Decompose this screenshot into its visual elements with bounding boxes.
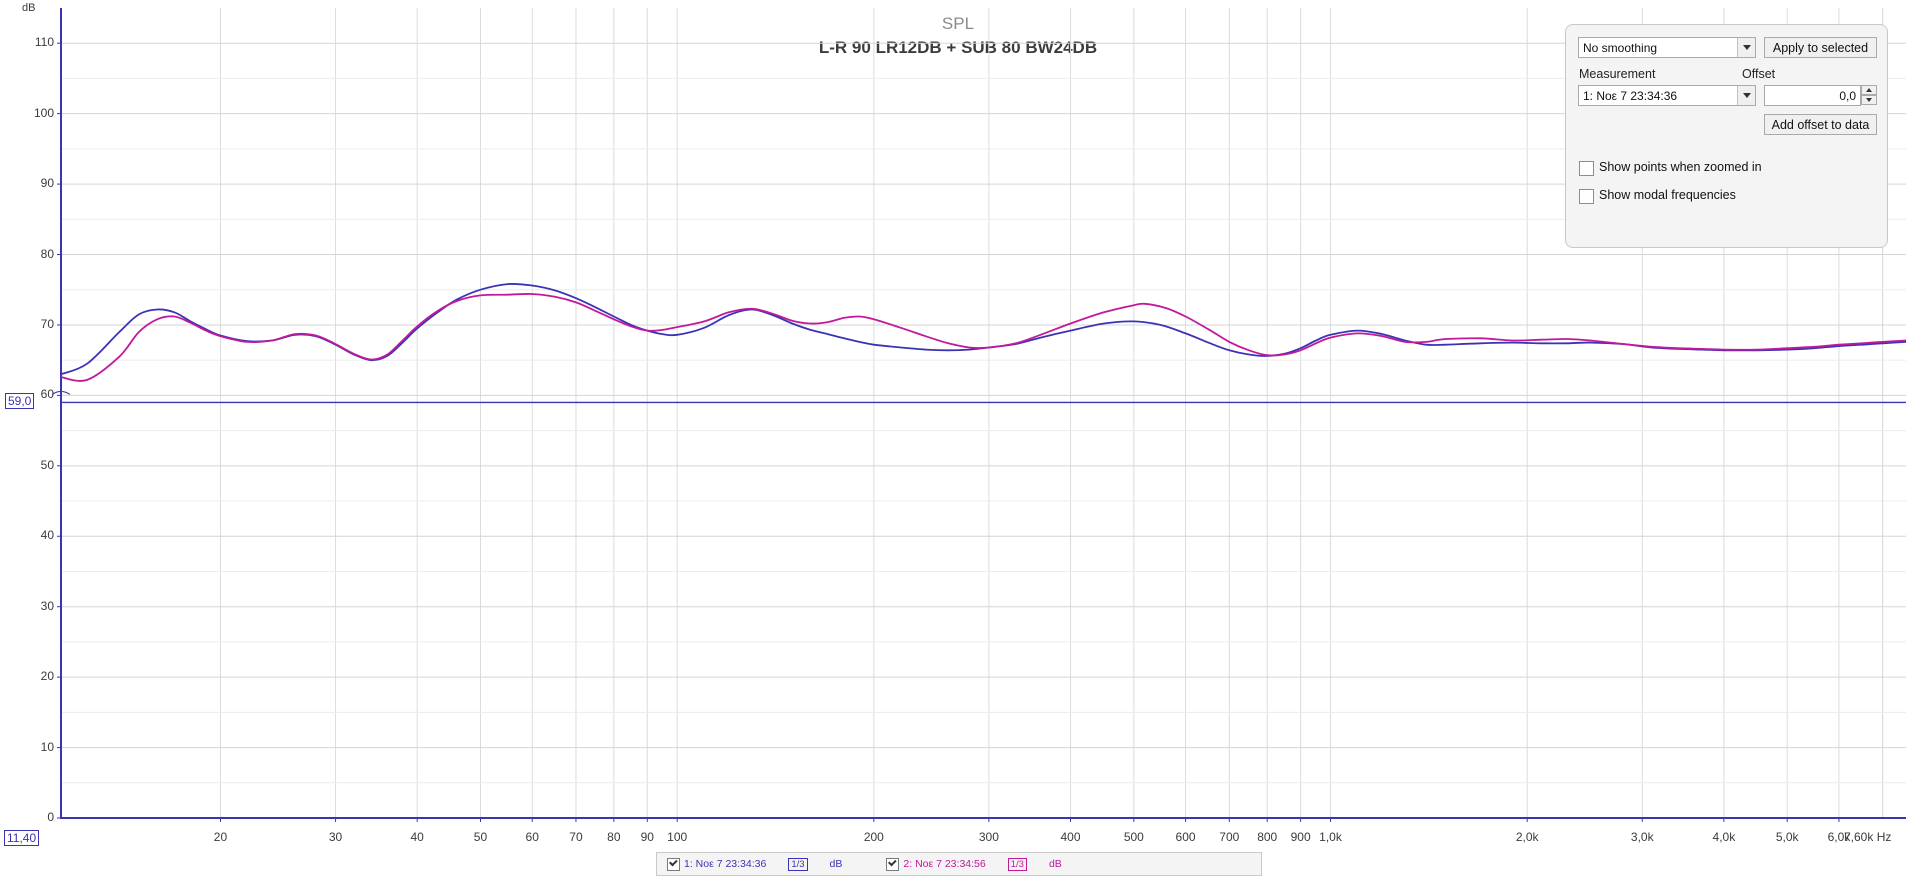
- x-axis-end-label: 7,60k Hz: [1844, 830, 1892, 844]
- x-tick-label: 30: [328, 830, 343, 844]
- stepper-up[interactable]: [1861, 85, 1877, 95]
- chevron-down-icon[interactable]: [1737, 86, 1755, 105]
- add-offset-to-data-button[interactable]: Add offset to data: [1764, 114, 1877, 135]
- y-tick-label: 100: [33, 105, 54, 120]
- x-cursor-value-box[interactable]: 11,40: [4, 830, 40, 846]
- legend-bar: 1: Νοε 7 23:34:36 1/3 dB 2: Νοε 7 23:34:56 1…: [656, 852, 1262, 876]
- y-axis-unit: dB: [22, 2, 36, 14]
- x-tick-label: 6,0k: [1827, 830, 1851, 844]
- x-tick-label: 80: [607, 830, 621, 844]
- x-tick-label: 90: [640, 830, 654, 844]
- x-tick-label: 100: [667, 830, 688, 844]
- legend-item[interactable]: 2: Νοε 7 23:34:56 1/3 dB: [886, 853, 1062, 875]
- x-tick-label: 50: [473, 830, 488, 844]
- chart-title: SPL: [941, 14, 975, 33]
- smoothing-value: No smoothing: [1583, 40, 1658, 55]
- legend-checkbox[interactable]: [886, 857, 900, 871]
- y-tick-label: 70: [40, 316, 54, 331]
- legend-unit: dB: [829, 858, 843, 870]
- x-tick-label: 900: [1290, 830, 1311, 844]
- y-tick-label: 90: [40, 176, 54, 191]
- show-modal-frequencies-label: Show modal frequencies: [1599, 188, 1736, 202]
- x-tick-label: 400: [1060, 830, 1081, 844]
- y-tick-label: 80: [40, 246, 54, 261]
- legend-label: 1: Νοε 7 23:34:36: [684, 858, 767, 870]
- offset-value: 0,0: [1839, 88, 1856, 103]
- y-tick-label: 110: [34, 35, 54, 50]
- x-tick-label: 600: [1175, 830, 1196, 844]
- measurement-value: 1: Νοε 7 23:34:36: [1583, 88, 1678, 103]
- y-tick-label: 20: [40, 669, 54, 684]
- show-points-checkbox[interactable]: [1579, 161, 1594, 176]
- legend-unit: dB: [1048, 858, 1062, 870]
- offset-stepper[interactable]: [1861, 85, 1877, 106]
- x-tick-label: 1,0k: [1319, 830, 1342, 844]
- legend-item[interactable]: 1: Νοε 7 23:34:36 1/3 dB: [667, 853, 842, 875]
- x-tick-label: 300: [978, 830, 999, 844]
- y-tick-label: 40: [40, 528, 54, 543]
- y-tick-label: 60: [40, 387, 54, 402]
- apply-to-selected-button[interactable]: Apply to selected: [1764, 37, 1877, 58]
- x-tick-label: 2,0k: [1515, 830, 1539, 844]
- x-tick-label: 40: [410, 830, 424, 844]
- legend-smoothing-badge[interactable]: 1/3: [788, 857, 808, 871]
- y-tick-label: 30: [40, 598, 54, 613]
- measurement-controls-panel: No smoothing Apply to selected Measureme…: [1565, 24, 1888, 248]
- show-points-label: Show points when zoomed in: [1599, 160, 1762, 174]
- series-line: [60, 282, 1907, 376]
- measurement-select[interactable]: 1: Νοε 7 23:34:36: [1578, 85, 1756, 106]
- x-tick-label: 500: [1123, 830, 1144, 844]
- measurement-label: Measurement: [1579, 67, 1656, 81]
- show-modal-frequencies-checkbox[interactable]: [1579, 189, 1594, 204]
- y-tick-label: 0: [47, 810, 54, 824]
- legend-smoothing-badge[interactable]: 1/3: [1007, 857, 1027, 871]
- x-tick-label: 200: [863, 830, 884, 844]
- x-tick-label: 70: [569, 830, 583, 844]
- y-tick-label: 50: [40, 457, 54, 472]
- series-line: [60, 292, 1907, 382]
- x-tick-label: 60: [525, 830, 539, 844]
- x-tick-label: 4,0k: [1712, 830, 1736, 844]
- legend-label: 2: Νοε 7 23:34:56: [903, 858, 986, 870]
- y-cursor-value-box[interactable]: 59,0: [5, 393, 35, 410]
- x-tick-label: 20: [213, 830, 228, 844]
- x-tick-label: 5,0k: [1775, 830, 1799, 844]
- y-tick-label: 10: [40, 739, 54, 754]
- legend-checkbox[interactable]: [667, 857, 680, 871]
- offset-input[interactable]: 0,0: [1764, 85, 1861, 106]
- x-tick-label: 800: [1257, 830, 1278, 844]
- chevron-down-icon[interactable]: [1737, 38, 1755, 57]
- x-tick-label: 700: [1219, 830, 1240, 844]
- smoothing-select[interactable]: No smoothing: [1578, 37, 1756, 58]
- offset-label: Offset: [1742, 67, 1776, 81]
- stepper-down[interactable]: [1861, 95, 1877, 105]
- x-tick-label: 3,0k: [1630, 830, 1654, 844]
